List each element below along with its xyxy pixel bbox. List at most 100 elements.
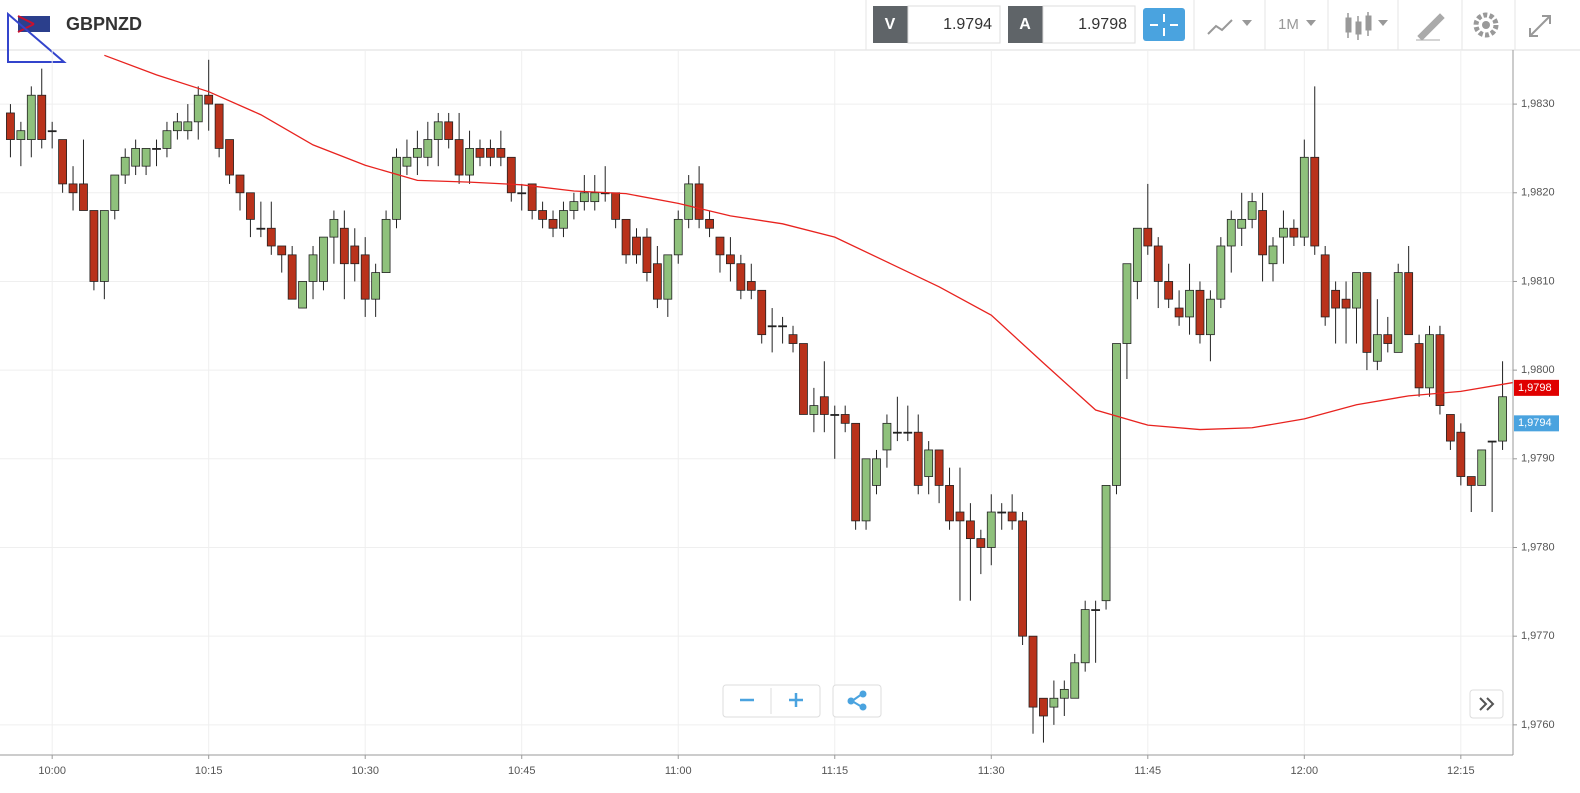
- candle-body: [162, 130, 172, 149]
- candle-body: [475, 148, 485, 158]
- candle-body: [517, 192, 527, 195]
- candle-body: [966, 520, 975, 540]
- candle-body: [819, 396, 829, 415]
- candle-body: [569, 201, 579, 211]
- candle-body: [746, 281, 756, 291]
- candle-body: [68, 183, 78, 194]
- candle-body: [79, 183, 88, 211]
- candle-body: [1028, 635, 1038, 708]
- candle-body: [778, 325, 787, 328]
- scroll-end-button[interactable]: [1469, 689, 1504, 719]
- candle-body: [1039, 697, 1048, 717]
- candle-body: [308, 254, 318, 282]
- candle-body: [1101, 485, 1111, 602]
- candle-body: [1414, 343, 1424, 389]
- symbol: GBPNZD: [66, 14, 142, 34]
- candle-body: [673, 218, 683, 256]
- bid-box[interactable]: [907, 5, 1001, 44]
- candle-body: [1195, 289, 1205, 336]
- candle-body: [506, 156, 516, 194]
- candle-body: [788, 334, 798, 344]
- candle-body: [809, 405, 819, 415]
- candle-body: [1185, 289, 1194, 318]
- candle-body: [120, 156, 130, 176]
- candle-body: [1153, 245, 1163, 282]
- timeframe[interactable]: 1M: [1278, 16, 1299, 33]
- candle-body: [1206, 298, 1215, 336]
- x-tick-label: 10:45: [508, 765, 536, 777]
- settings-button[interactable]: [1473, 12, 1499, 38]
- candle-body: [913, 431, 923, 486]
- candle-body: [1059, 688, 1069, 699]
- y-tick-label: 1,9810: [1521, 275, 1555, 287]
- candle-body: [1466, 476, 1476, 486]
- candle-body: [1049, 697, 1059, 708]
- candle-body: [694, 183, 704, 220]
- candle-body: [225, 139, 234, 176]
- candle-body: [872, 458, 881, 486]
- candle-body: [1299, 156, 1309, 238]
- candle-body: [152, 148, 161, 150]
- candle-body: [997, 511, 1007, 514]
- timeframe-caret[interactable]: [1306, 20, 1316, 26]
- x-tick-label: 12:15: [1447, 765, 1475, 777]
- price-marker: [1514, 415, 1559, 432]
- ask-label[interactable]: A: [1019, 16, 1031, 33]
- candle-body: [329, 218, 339, 238]
- candle-body: [454, 139, 464, 176]
- candle-body: [402, 156, 412, 167]
- share-button[interactable]: [832, 684, 882, 718]
- candle-body: [1341, 298, 1351, 309]
- candle-body: [214, 103, 224, 149]
- candle-body: [705, 218, 714, 229]
- candle-body: [684, 183, 694, 220]
- candle-body: [934, 449, 944, 486]
- candle-body: [1352, 272, 1361, 309]
- draw-button[interactable]: [1416, 13, 1445, 41]
- candle-body: [1018, 520, 1027, 637]
- candle-body: [799, 343, 808, 415]
- candle-body: [339, 227, 349, 265]
- y-tick-label: 1,9800: [1521, 364, 1555, 376]
- candle-body: [350, 245, 360, 265]
- candle-body: [371, 272, 381, 300]
- candle-body: [172, 121, 182, 132]
- candle-body: [1070, 662, 1080, 699]
- ask[interactable]: 1.9798: [1078, 16, 1127, 33]
- bid[interactable]: 1.9794: [943, 16, 992, 33]
- y-tick-label: 1,9770: [1521, 630, 1555, 642]
- zoom-controls[interactable]: [722, 684, 821, 718]
- candle-body: [1164, 281, 1174, 300]
- ask-label-box[interactable]: [1008, 6, 1043, 43]
- crosshair-button[interactable]: [1143, 8, 1185, 41]
- candle-body: [1477, 449, 1487, 486]
- candle-body: [16, 130, 26, 140]
- candle-body: [1091, 609, 1101, 611]
- candle-body: [632, 236, 641, 256]
- x-tick-label: 11:15: [821, 765, 848, 777]
- candle-body: [527, 183, 537, 211]
- candle-body: [757, 289, 767, 336]
- candle-body: [204, 94, 214, 105]
- candle-body: [851, 422, 861, 522]
- bid-label-box[interactable]: [873, 6, 908, 43]
- candle-type-button[interactable]: [1345, 12, 1388, 40]
- chart-type-button[interactable]: [1207, 19, 1252, 35]
- candle-body: [1268, 245, 1278, 265]
- candle-body: [840, 414, 850, 424]
- candle-body: [892, 431, 902, 434]
- candle-body: [1456, 431, 1466, 477]
- candle-body: [955, 511, 965, 522]
- candle-body: [642, 236, 652, 273]
- candle-body: [590, 192, 600, 203]
- candle-body: [579, 192, 589, 203]
- ask-box[interactable]: [1042, 5, 1136, 44]
- fullscreen-button[interactable]: [1529, 15, 1551, 37]
- candle-body: [256, 227, 266, 230]
- candle-body: [1132, 227, 1142, 282]
- candle-body: [26, 94, 36, 140]
- x-tick-label: 10:00: [38, 765, 66, 777]
- candle-body: [319, 236, 328, 282]
- bid-label[interactable]: V: [885, 16, 896, 33]
